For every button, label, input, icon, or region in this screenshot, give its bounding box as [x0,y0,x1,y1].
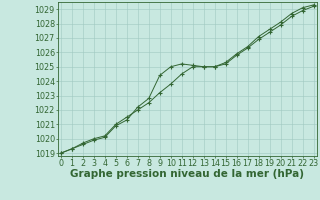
X-axis label: Graphe pression niveau de la mer (hPa): Graphe pression niveau de la mer (hPa) [70,169,304,179]
